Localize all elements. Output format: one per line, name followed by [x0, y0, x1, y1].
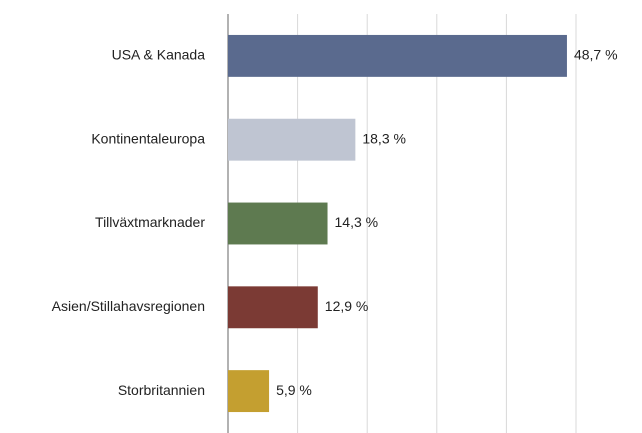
category-label: Asien/Stillahavsregionen	[52, 298, 205, 314]
bar	[228, 34, 567, 77]
bar	[228, 202, 328, 245]
bar	[228, 118, 356, 161]
value-label: 5,9 %	[276, 382, 312, 398]
bar	[228, 370, 270, 413]
value-label: 14,3 %	[335, 214, 379, 230]
value-label: 12,9 %	[325, 298, 369, 314]
value-label: 18,3 %	[362, 130, 406, 146]
category-label: USA & Kanada	[112, 47, 206, 63]
category-label: Kontinentaleuropa	[91, 130, 205, 146]
bar	[228, 286, 318, 329]
category-label: Tillväxtmarknader	[95, 214, 205, 230]
value-label: 48,7 %	[574, 47, 618, 63]
category-label: Storbritannien	[118, 382, 205, 398]
